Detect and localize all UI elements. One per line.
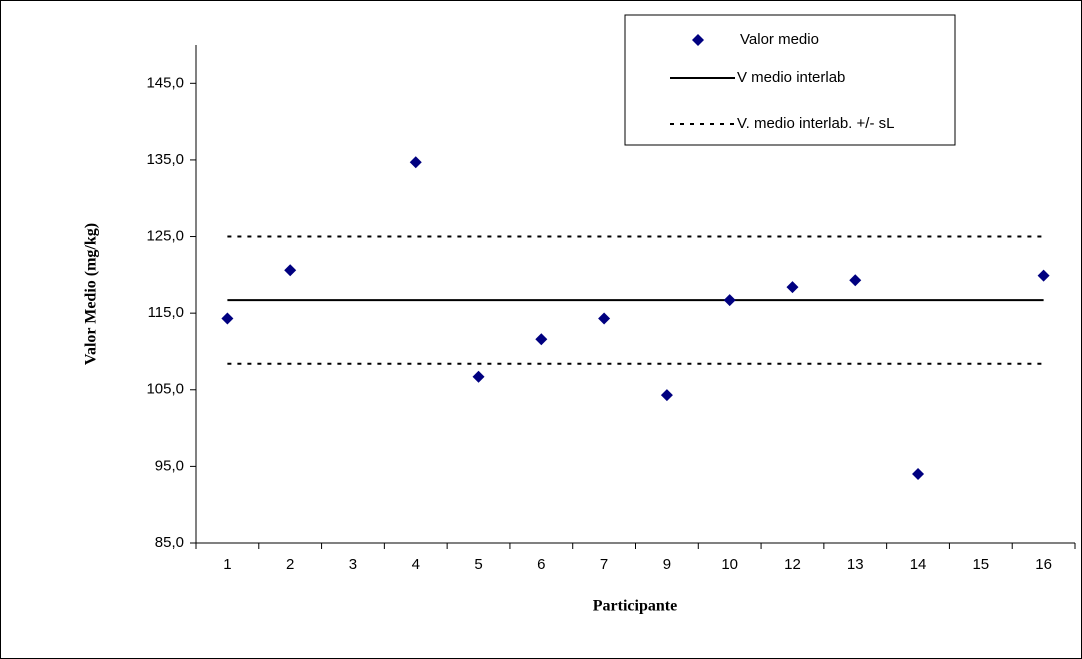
x-tick-label: 2 — [286, 556, 294, 573]
data-point — [723, 294, 736, 307]
y-tick-label: 105,0 — [146, 381, 184, 398]
x-tick-label: 5 — [474, 556, 482, 573]
data-point — [284, 264, 297, 277]
y-tick-label: 115,0 — [148, 304, 184, 321]
data-point — [409, 156, 422, 169]
x-tick-label: 14 — [910, 556, 927, 573]
data-point — [1037, 269, 1050, 282]
x-tick-label: 16 — [1035, 556, 1052, 573]
x-tick-label: 6 — [537, 556, 545, 573]
legend-label: V medio interlab — [737, 69, 845, 86]
y-tick-label: 95,0 — [155, 457, 184, 474]
y-axis-label: Valor Medio (mg/kg) — [83, 223, 100, 365]
y-tick-label: 135,0 — [146, 151, 184, 168]
y-tick-label: 125,0 — [146, 228, 184, 245]
x-tick-label: 9 — [663, 556, 671, 573]
x-tick-label: 12 — [784, 556, 801, 573]
x-tick-label: 7 — [600, 556, 608, 573]
y-tick-label: 145,0 — [146, 74, 184, 91]
data-point — [598, 312, 611, 325]
data-point — [221, 312, 234, 325]
x-axis-label: Participante — [593, 598, 677, 615]
x-tick-label: 4 — [412, 556, 420, 573]
x-tick-label: 10 — [721, 556, 738, 573]
legend-marker — [692, 34, 704, 46]
x-tick-label: 15 — [972, 556, 989, 573]
x-tick-label: 3 — [349, 556, 357, 573]
data-point — [912, 468, 925, 481]
data-point — [660, 389, 673, 402]
x-tick-label: 1 — [223, 556, 231, 573]
data-point — [535, 333, 548, 346]
legend-label: Valor medio — [740, 31, 819, 48]
y-tick-label: 85,0 — [155, 534, 184, 551]
data-point — [849, 274, 862, 287]
x-tick-label: 13 — [847, 556, 864, 573]
data-point — [472, 370, 485, 383]
legend-label: V. medio interlab. +/- sL — [737, 115, 894, 132]
data-point — [786, 281, 799, 294]
